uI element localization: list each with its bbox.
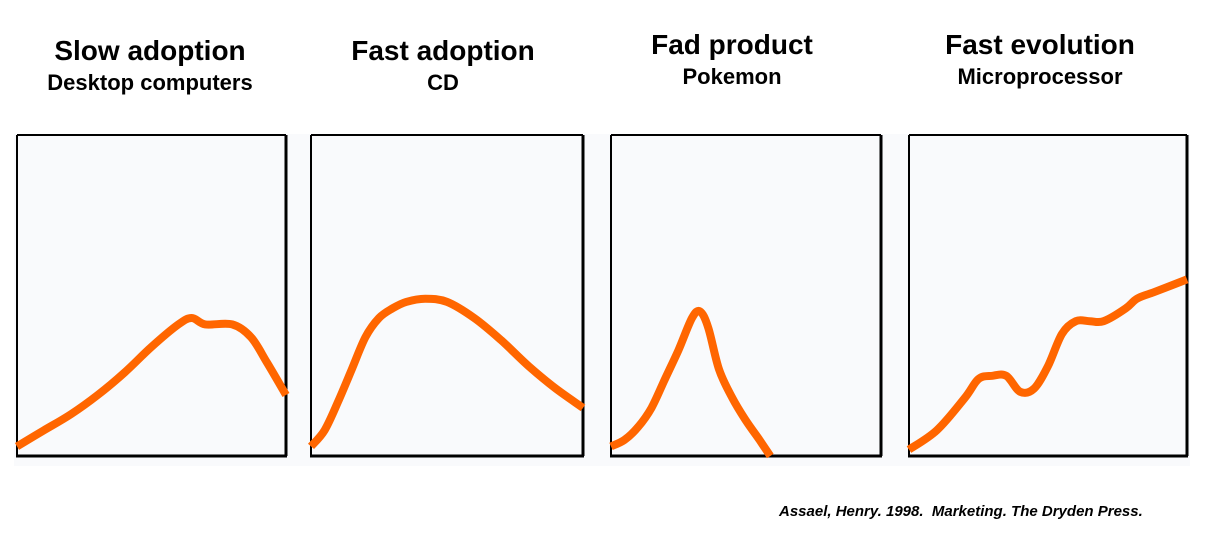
chart-title: Fad product: [651, 29, 813, 60]
chart-subtitle: CD: [427, 70, 459, 95]
chart-subtitle: Desktop computers: [47, 70, 253, 95]
panel-title-2: Fast adoption CD: [293, 34, 593, 98]
series-line: [307, 294, 586, 450]
citation: Assael, Henry. 1998. Marketing. The Dryd…: [779, 503, 1143, 520]
chart-subtitle: Microprocessor: [957, 64, 1123, 89]
series-line: [14, 314, 290, 450]
chart-title: Slow adoption: [54, 35, 246, 66]
charts-background: [14, 134, 1190, 466]
panel-title-1: Slow adoption Desktop computers: [0, 34, 300, 98]
chart-4: [906, 134, 1189, 458]
series-line: [906, 275, 1189, 453]
chart-subtitle: Pokemon: [682, 64, 782, 89]
panel-title-4: Fast evolution Microprocessor: [890, 28, 1190, 92]
panel-title-3: Fad product Pokemon: [582, 28, 882, 92]
chart-title: Fast evolution: [945, 29, 1135, 60]
chart-2: [307, 134, 586, 458]
chart-title: Fast adoption: [351, 35, 535, 66]
chart-1: [14, 134, 290, 458]
series-line: [609, 306, 774, 459]
chart-3: [609, 134, 883, 459]
